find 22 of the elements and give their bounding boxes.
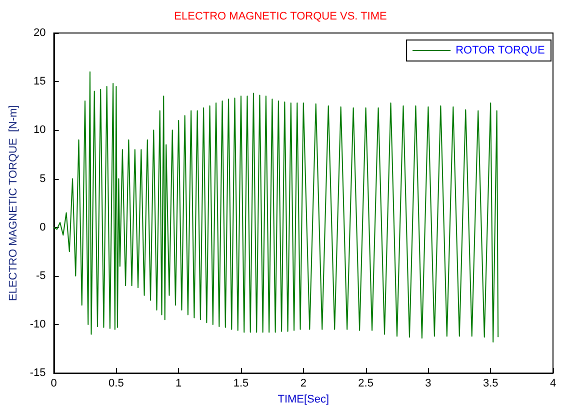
x-tick-label: 2.5 <box>358 378 374 390</box>
y-tick-label: 10 <box>34 124 46 136</box>
x-tick-label: 0.5 <box>108 378 124 390</box>
x-tick-label: 1.5 <box>233 378 249 390</box>
x-tick-label: 4 <box>550 378 556 390</box>
line-series <box>53 71 499 343</box>
x-tick-label: 3 <box>425 378 432 390</box>
y-tick-label: -10 <box>30 318 46 331</box>
x-tick-label: 1 <box>176 378 182 390</box>
y-tick-label: 5 <box>40 172 46 185</box>
x-tick-label: 0 <box>50 378 57 390</box>
y-axis-title: ELECTRO MAGNETIC TORQUE [N-m] <box>8 105 20 301</box>
legend-label: ROTOR TORQUE <box>456 44 545 56</box>
y-tick-label: 20 <box>34 27 46 39</box>
chart-title: ELECTRO MAGNETIC TORQUE VS. TIME <box>174 10 387 22</box>
x-axis-title: TIME[Sec] <box>278 394 330 406</box>
x-tick-label: 2 <box>300 378 306 390</box>
y-tick-label: -15 <box>30 367 46 380</box>
y-tick-label: 15 <box>34 76 46 88</box>
x-tick-label: 3.5 <box>482 378 498 390</box>
y-tick-label: -5 <box>36 270 46 282</box>
y-tick-label: 0 <box>40 221 46 234</box>
